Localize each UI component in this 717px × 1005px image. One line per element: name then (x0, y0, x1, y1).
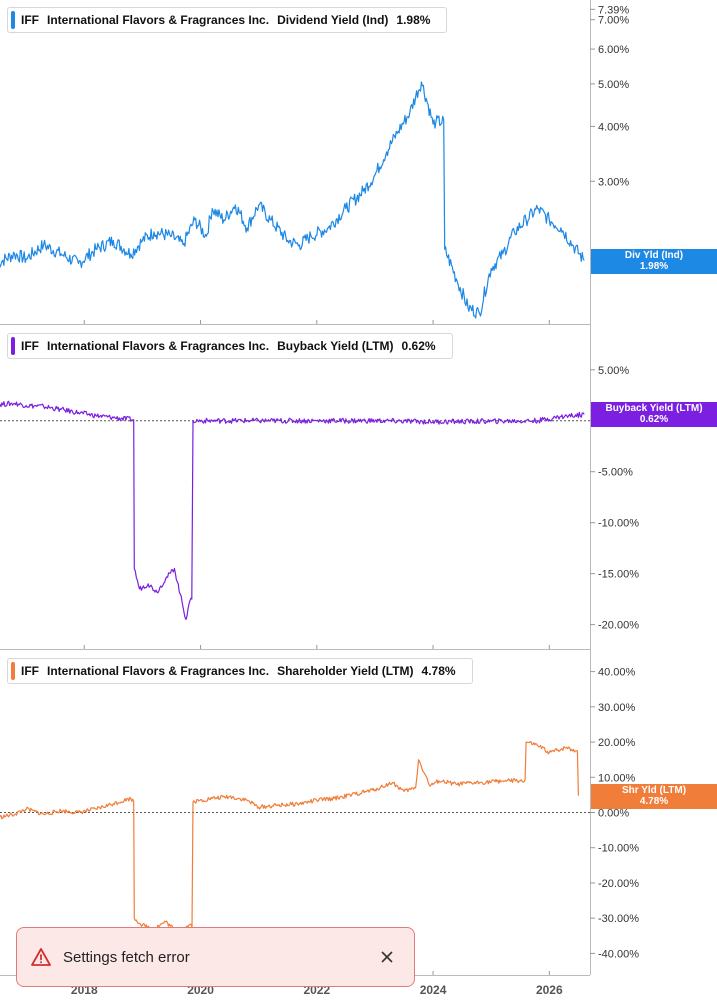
tag-value: 0.62% (639, 414, 669, 426)
legend-company: International Flavors & Fragrances Inc. (47, 13, 270, 27)
y-tick-label: -5.00% (598, 467, 633, 479)
tag-value: 1.98% (639, 260, 669, 272)
y-tick-label: -10.00% (598, 843, 639, 855)
last-value-tag-buyback: Buyback Yield (LTM) 0.62% (591, 402, 717, 428)
y-tick-label: 7.00% (598, 15, 629, 27)
legend-value: 1.98% (396, 13, 431, 27)
y-tick-label: 6.00% (598, 44, 629, 56)
legend-ticker: IFF (21, 339, 39, 353)
y-tick-label: 20.00% (598, 737, 636, 749)
y-tick-label: 5.00% (598, 79, 629, 91)
x-tick-label: 2024 (420, 983, 447, 997)
y-tick-label: -20.00% (598, 620, 639, 632)
y-tick-label: 4.00% (598, 121, 629, 133)
toast-close-button[interactable] (372, 942, 402, 972)
tag-label: Buyback Yield (LTM) (605, 403, 703, 415)
last-value-tag-dividend: Div Yld (Ind) 1.98% (591, 248, 717, 274)
tag-label: Shr Yld (LTM) (621, 784, 687, 796)
legend-metric: Buyback Yield (LTM) (277, 339, 394, 353)
legend-metric: Shareholder Yield (LTM) (277, 664, 414, 678)
legend-buyback-yield: IFF International Flavors & Fragrances I… (7, 333, 453, 359)
error-toast: Settings fetch error (16, 927, 415, 987)
series-swatch (11, 662, 15, 680)
close-icon (381, 951, 393, 963)
y-tick-label: 10.00% (598, 772, 636, 784)
legend-metric: Dividend Yield (Ind) (277, 13, 389, 27)
last-value-tag-shareholder: Shr Yld (LTM) 4.78% (591, 783, 717, 809)
series-swatch (11, 11, 15, 29)
legend-ticker: IFF (21, 664, 39, 678)
legend-dividend-yield: IFF International Flavors & Fragrances I… (7, 7, 448, 33)
y-tick-label: -10.00% (598, 518, 639, 530)
toast-message: Settings fetch error (63, 948, 190, 966)
legend-ticker: IFF (21, 13, 39, 27)
tag-value: 4.78% (639, 795, 669, 807)
legend-shareholder-yield: IFF International Flavors & Fragrances I… (7, 658, 473, 684)
x-tick-label: 2026 (536, 983, 563, 997)
series-swatch (11, 337, 15, 355)
legend-company: International Flavors & Fragrances Inc. (47, 339, 270, 353)
y-tick-label: 5.00% (598, 365, 629, 377)
tag-label: Div Yld (Ind) (624, 249, 684, 261)
series-line (0, 740, 579, 934)
series-line (0, 81, 585, 319)
y-tick-label: -40.00% (598, 948, 639, 960)
legend-company: International Flavors & Fragrances Inc. (47, 664, 270, 678)
y-tick-label: 40.00% (598, 667, 636, 679)
y-tick-label: -20.00% (598, 878, 639, 890)
y-tick-label: 3.00% (598, 176, 629, 188)
y-tick-label: -15.00% (598, 569, 639, 581)
y-tick-label: 7.39% (598, 4, 629, 16)
series-line (0, 400, 585, 621)
legend-value: 0.62% (401, 339, 436, 353)
legend-value: 4.78% (421, 664, 456, 678)
y-tick-label: 0.00% (598, 808, 629, 820)
warning-icon (31, 948, 51, 966)
y-tick-label: 30.00% (598, 702, 636, 714)
y-tick-label: -30.00% (598, 913, 639, 925)
